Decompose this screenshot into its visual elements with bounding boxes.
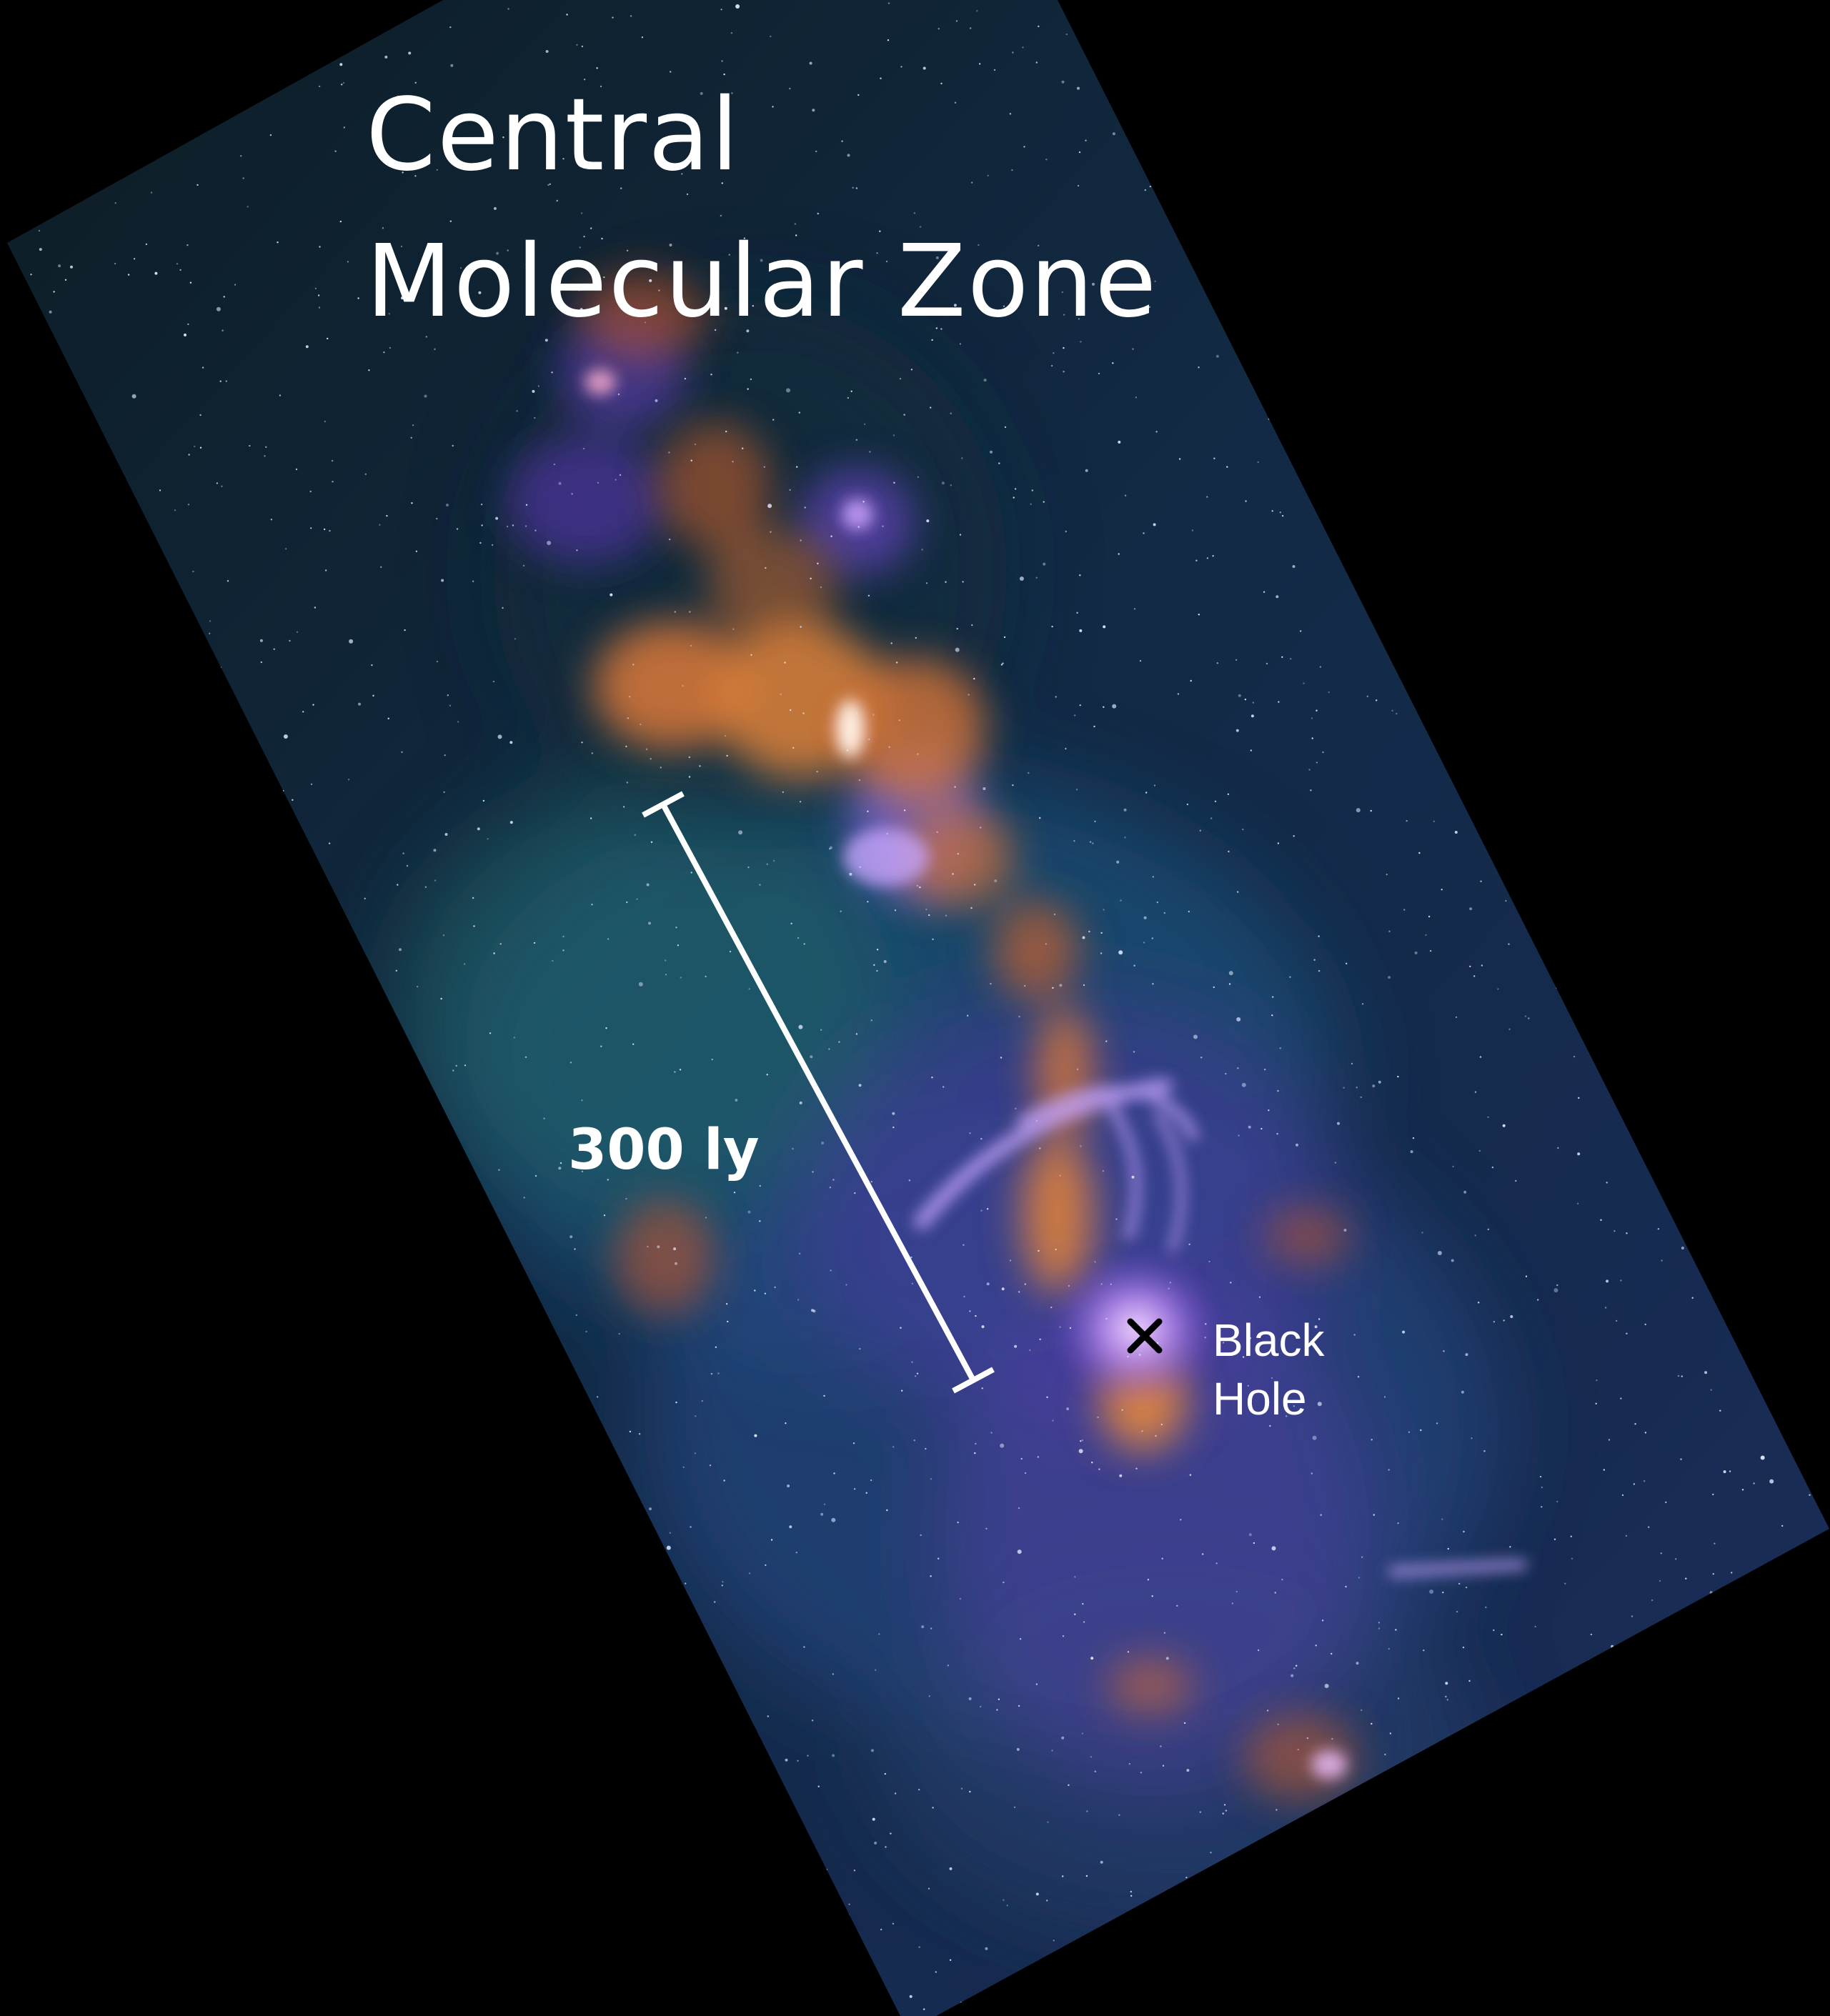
title-line-2: Molecular Zone	[366, 224, 1158, 340]
cross-icon	[1127, 1318, 1163, 1354]
black-hole-label-line-2: Hole	[1213, 1373, 1307, 1424]
title-line-1: Central	[366, 77, 740, 194]
black-hole-label-line-1: Black	[1213, 1314, 1325, 1366]
scale-label: 300 ly	[568, 1118, 760, 1182]
